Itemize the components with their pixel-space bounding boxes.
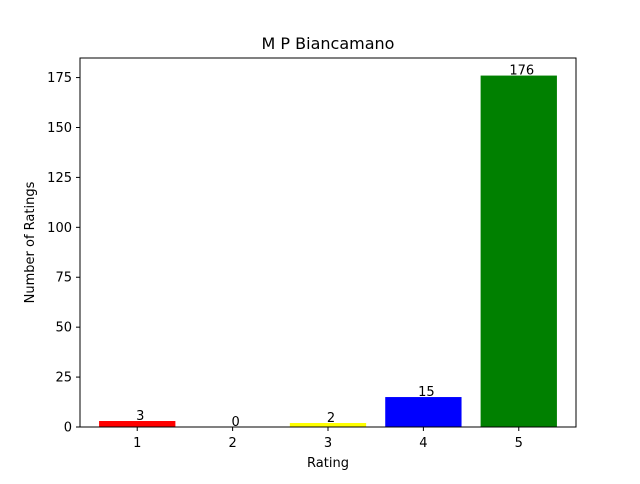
y-tick-label-50: 50 bbox=[55, 321, 72, 336]
value-label-rating-5: 176 bbox=[509, 64, 534, 79]
x-tick-label-4: 4 bbox=[419, 436, 427, 451]
y-tick-label-150: 150 bbox=[47, 121, 72, 136]
chart-title: M P Biancamano bbox=[262, 34, 395, 53]
y-tick-label-75: 75 bbox=[55, 271, 72, 286]
bar-rating-4 bbox=[385, 397, 462, 427]
bars-layer bbox=[99, 75, 557, 428]
x-tick-label-1: 1 bbox=[133, 436, 141, 451]
value-label-rating-1: 3 bbox=[136, 409, 144, 424]
y-ticks-layer: 0 25 50 75 100 125 150 175 bbox=[47, 71, 80, 436]
x-tick-label-3: 3 bbox=[324, 436, 332, 451]
x-ticks-layer: 1 2 3 4 5 bbox=[133, 427, 523, 451]
y-tick-label-0: 0 bbox=[64, 421, 72, 436]
bar-rating-3 bbox=[289, 423, 367, 427]
y-tick-label-25: 25 bbox=[55, 371, 72, 386]
x-tick-label-2: 2 bbox=[228, 436, 236, 451]
y-axis-label: Number of Ratings bbox=[23, 181, 38, 303]
y-tick-label-100: 100 bbox=[47, 221, 72, 236]
x-tick-label-5: 5 bbox=[515, 436, 523, 451]
x-axis-label: Rating bbox=[307, 456, 349, 471]
value-labels-layer: 3 0 2 15 176 bbox=[136, 64, 534, 430]
y-tick-label-175: 175 bbox=[47, 71, 72, 86]
bar-rating-5 bbox=[480, 75, 557, 428]
y-tick-label-125: 125 bbox=[47, 171, 72, 186]
value-label-rating-2: 0 bbox=[231, 415, 239, 430]
bar-rating-1 bbox=[99, 421, 176, 427]
value-label-rating-3: 2 bbox=[327, 411, 335, 426]
value-label-rating-4: 15 bbox=[418, 385, 435, 400]
plot-frame bbox=[79, 57, 577, 428]
